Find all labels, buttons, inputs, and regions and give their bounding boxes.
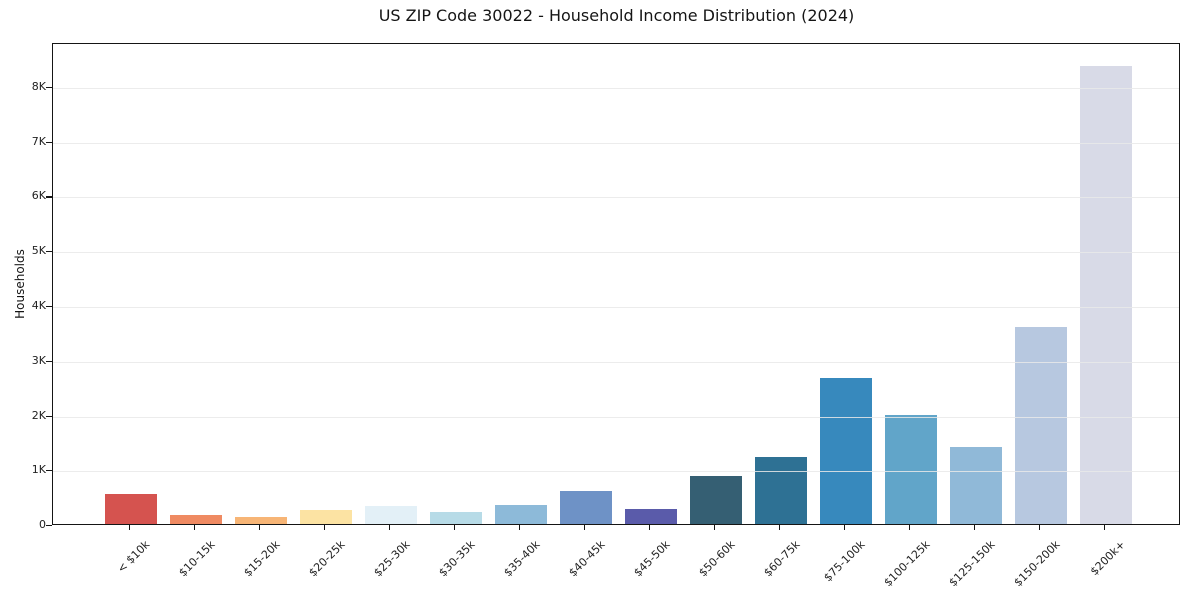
y-tick-mark — [46, 196, 52, 198]
y-tick-mark — [46, 86, 52, 89]
x-tick-mark — [843, 525, 846, 530]
bar — [494, 504, 547, 524]
bar — [299, 509, 352, 524]
y-tick-label: 5K — [31, 244, 46, 258]
x-tick-mark — [128, 525, 131, 530]
bar — [104, 494, 157, 524]
y-tick-label: 1K — [31, 463, 46, 477]
y-tick-mark — [46, 525, 52, 527]
y-tick-label: 6K — [31, 189, 46, 203]
x-tick-mark — [973, 525, 976, 530]
x-tick-mark — [648, 525, 651, 530]
gridline — [53, 471, 1179, 473]
bar — [169, 514, 222, 524]
x-tick-mark — [193, 525, 196, 530]
x-tick-mark — [388, 525, 391, 530]
gridline — [53, 252, 1179, 254]
y-tick-mark — [46, 360, 52, 362]
bar — [1014, 326, 1067, 524]
y-tick-label: 2K — [31, 408, 46, 422]
x-tick-mark — [323, 525, 326, 530]
bar — [689, 476, 742, 524]
x-tick-mark — [518, 525, 521, 530]
y-tick-mark — [46, 141, 52, 143]
gridline — [53, 416, 1179, 418]
x-tick-mark — [778, 525, 781, 530]
x-tick-mark — [908, 525, 911, 530]
chart-title: US ZIP Code 30022 - Household Income Dis… — [378, 6, 855, 25]
x-tick-mark — [1103, 525, 1106, 530]
bar — [949, 447, 1002, 524]
x-tick-mark — [713, 525, 716, 530]
bar — [559, 490, 612, 524]
bar — [819, 378, 872, 524]
gridline — [53, 361, 1179, 363]
y-tick-label: 7K — [31, 134, 46, 148]
gridline — [53, 306, 1179, 308]
gridline — [53, 87, 1179, 89]
bar — [754, 456, 807, 524]
bar — [364, 505, 417, 524]
x-tick-mark — [453, 525, 456, 530]
bar — [429, 511, 482, 524]
bar — [884, 414, 937, 524]
y-tick-mark — [46, 470, 52, 472]
gridline — [53, 197, 1179, 199]
bar — [624, 508, 677, 524]
y-tick-label: 8K — [31, 79, 46, 93]
bar — [234, 517, 287, 524]
x-tick-mark — [1038, 525, 1041, 530]
y-tick-mark — [46, 415, 52, 417]
x-tick-mark — [583, 525, 586, 530]
y-tick-label: 4K — [31, 298, 46, 312]
plot-area — [52, 43, 1180, 525]
y-tick-label: 3K — [31, 353, 46, 367]
gridline — [53, 142, 1179, 144]
y-tick-label: 0 — [39, 518, 46, 531]
x-tick-mark — [258, 525, 261, 530]
y-tick-mark — [46, 251, 52, 253]
bar — [1079, 66, 1132, 524]
y-tick-mark — [46, 305, 52, 308]
